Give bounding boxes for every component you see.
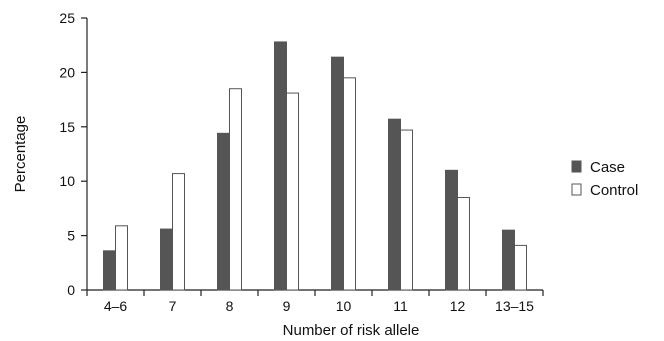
x-tick-label: 12 [450,298,466,314]
legend-label-control: Control [590,182,638,199]
bar-case-3 [274,41,287,291]
bar-control-7 [514,244,527,291]
bar-control-6 [457,197,470,291]
x-axis-ticks: 4–6 7 8 9 10 11 12 13–15 [86,290,544,314]
bar-case-7 [502,229,515,291]
bar-case-0 [103,250,116,291]
bar-case-5 [388,118,401,291]
legend-swatch-control [571,183,582,196]
bar-control-2 [229,88,242,291]
bar-case-1 [160,228,173,291]
x-axis-title: Number of risk allele [283,322,420,339]
y-tick-label: 5 [67,228,75,244]
y-tick-label: 15 [59,119,75,135]
bar-control-4 [343,77,356,291]
bars [103,41,527,291]
bar-control-3 [286,92,299,291]
axes [86,18,543,291]
y-axis-ticks: 0 5 10 15 20 25 [59,10,87,298]
x-tick-label: 8 [226,298,234,314]
y-tick-label: 0 [67,282,75,298]
bar-case-2 [217,132,230,291]
y-axis-title: Percentage [12,116,29,193]
legend: Case Control [571,159,638,199]
bar-case-4 [331,56,344,291]
x-tick-label: 4–6 [104,298,128,314]
x-tick-label: 11 [393,298,408,314]
y-tick-label: 10 [59,173,75,189]
x-tick-label: 7 [169,298,177,314]
bar-control-0 [115,225,128,291]
x-tick-label: 9 [283,298,291,314]
x-tick-label: 13–15 [495,298,534,314]
bar-case-6 [445,169,458,291]
legend-label-case: Case [590,159,625,176]
bar-control-1 [172,173,185,291]
legend-swatch-case [571,160,582,173]
y-tick-label: 20 [59,64,75,80]
bar-control-5 [400,129,413,291]
y-tick-label: 25 [59,10,75,26]
x-tick-label: 10 [336,298,352,314]
